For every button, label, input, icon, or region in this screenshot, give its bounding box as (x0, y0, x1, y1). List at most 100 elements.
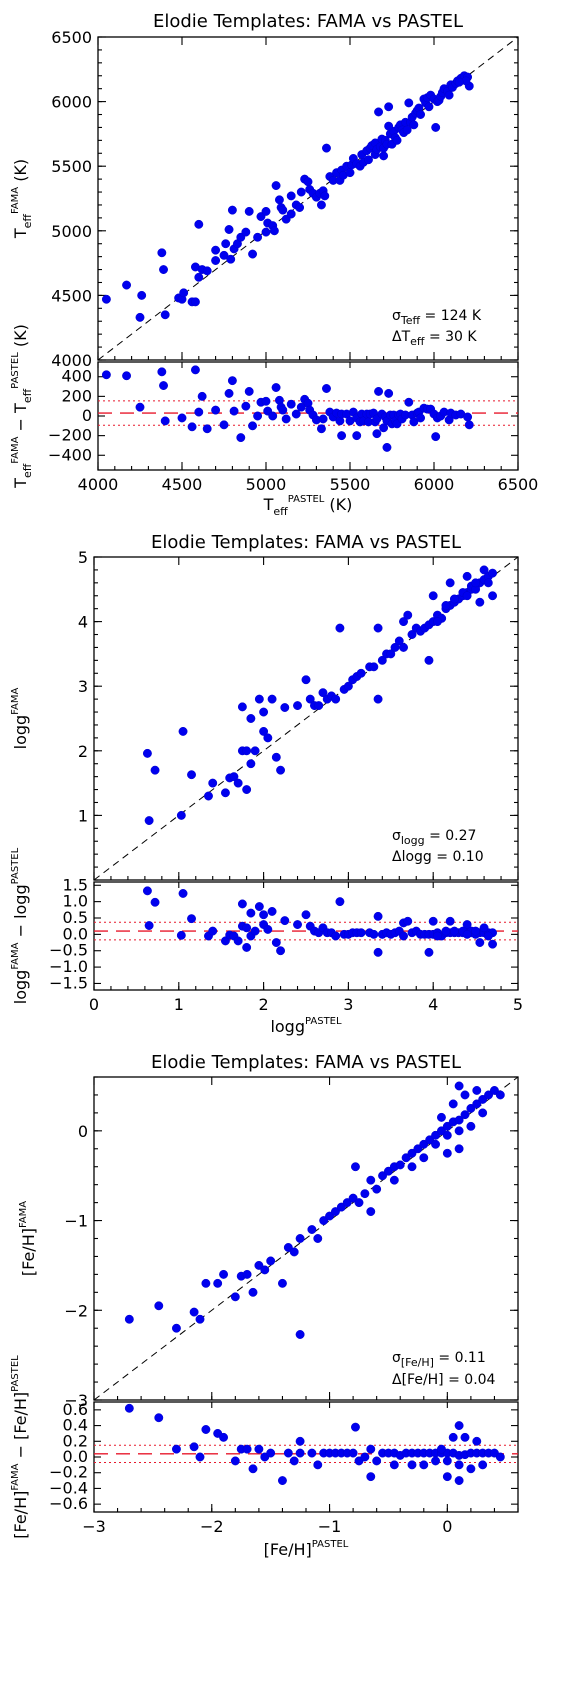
data-point (413, 1144, 423, 1154)
y-tick-label: 1 (78, 806, 88, 825)
residual-point (159, 381, 168, 391)
data-point (195, 1314, 205, 1324)
data-point (431, 1130, 441, 1140)
annot-value: = 124 K (420, 308, 482, 324)
residual-point (280, 916, 290, 926)
residual-point (352, 431, 362, 441)
data-point (399, 617, 408, 627)
data-point (229, 772, 239, 782)
resid-y-tick-label: 0.2 (63, 1431, 88, 1450)
residual-point (202, 424, 212, 434)
residual-point (189, 1442, 199, 1452)
residual-y-axis-label: [Fe/H]FAMA − [Fe/H]PASTEL (10, 1355, 30, 1539)
one-to-one-line (93, 1076, 519, 1401)
residual-point (442, 1456, 452, 1466)
ylab-base: logg (11, 715, 30, 750)
data-point (432, 617, 442, 627)
data-point (260, 1265, 270, 1275)
residual-point (441, 926, 451, 936)
residual-point (224, 388, 234, 398)
data-point (316, 200, 326, 210)
data-point (135, 312, 145, 322)
data-point (124, 1314, 134, 1324)
data-point (449, 594, 459, 604)
data-point (267, 694, 277, 704)
data-point (389, 1175, 399, 1185)
residual-plot-frame (93, 881, 519, 991)
data-point (276, 765, 286, 775)
data-point (384, 121, 394, 131)
residual-point (271, 383, 281, 392)
rlab-a-sup: FAMA (10, 1463, 21, 1490)
y-tick-label: 0 (78, 1122, 88, 1141)
x-tick-label: −2 (200, 1517, 224, 1536)
rlab-minus: − (11, 413, 30, 437)
annot-sub: eff (410, 335, 425, 348)
x-tick-label: 2 (259, 995, 269, 1014)
residual-point (318, 414, 328, 424)
resid-y-tick-label: 200 (61, 386, 92, 405)
data-point (219, 1269, 229, 1279)
data-point (208, 778, 218, 788)
residual-point (382, 442, 392, 452)
data-point (488, 591, 498, 601)
x-tick-label: 3 (343, 995, 353, 1014)
rlab-a-base: logg (11, 970, 30, 1005)
residual-point (236, 433, 246, 443)
residual-point (277, 1476, 287, 1486)
residual-point (399, 931, 408, 941)
data-point (325, 1211, 335, 1221)
data-point (301, 675, 311, 685)
residual-point (351, 1422, 360, 1432)
xlab-unit: (K) (324, 495, 352, 514)
data-point (194, 219, 204, 229)
residual-point (471, 926, 481, 936)
data-point (360, 1189, 370, 1199)
y-tick-label: 4500 (51, 286, 92, 305)
residual-point (242, 1444, 252, 1454)
residual-point (462, 920, 472, 929)
data-point (348, 1193, 358, 1203)
rlab-b-base: logg (11, 884, 30, 919)
data-point (179, 288, 189, 298)
residual-point (250, 926, 260, 936)
data-point (483, 578, 493, 588)
data-point (424, 655, 434, 665)
resid-y-tick-label: −1.0 (49, 957, 88, 976)
xlab-base: logg (270, 1017, 305, 1036)
residual-point (219, 420, 229, 430)
residual-point (296, 402, 306, 412)
residual-point (242, 923, 252, 933)
data-point (488, 568, 498, 578)
data-point (431, 122, 441, 132)
data-point (322, 143, 331, 153)
resid-y-tick-label: −1.5 (49, 973, 88, 992)
data-point (160, 310, 170, 320)
residual-point (360, 1452, 370, 1462)
panel-logg: Elodie Templates: FAMA vs PASTEL 0 1 2 3 4 5 1 2… (10, 532, 523, 1036)
data-point (319, 1216, 329, 1226)
data-point (460, 1110, 470, 1120)
data-point (241, 227, 251, 237)
data-point (478, 1108, 488, 1118)
data-point (171, 1323, 181, 1333)
residual-point (190, 365, 200, 375)
data-point (201, 1278, 211, 1288)
residual-point (449, 926, 459, 936)
data-point (489, 1086, 499, 1095)
residual-point (293, 920, 302, 929)
resid-y-tick-label: −0.5 (49, 941, 88, 960)
residual-point (150, 897, 160, 907)
residual-point (276, 946, 286, 956)
data-point (244, 206, 254, 216)
residual-point (384, 388, 394, 398)
data-point (242, 746, 252, 756)
data-point (495, 1090, 505, 1100)
data-point (313, 1234, 323, 1243)
residual-point (416, 413, 426, 423)
resid-y-tick-label: 0.5 (63, 908, 88, 927)
offset-annotation: Δ[Fe/H] = 0.04 (392, 1372, 496, 1388)
data-point (137, 290, 147, 300)
residual-point (478, 1460, 488, 1470)
residual-point (281, 414, 291, 424)
